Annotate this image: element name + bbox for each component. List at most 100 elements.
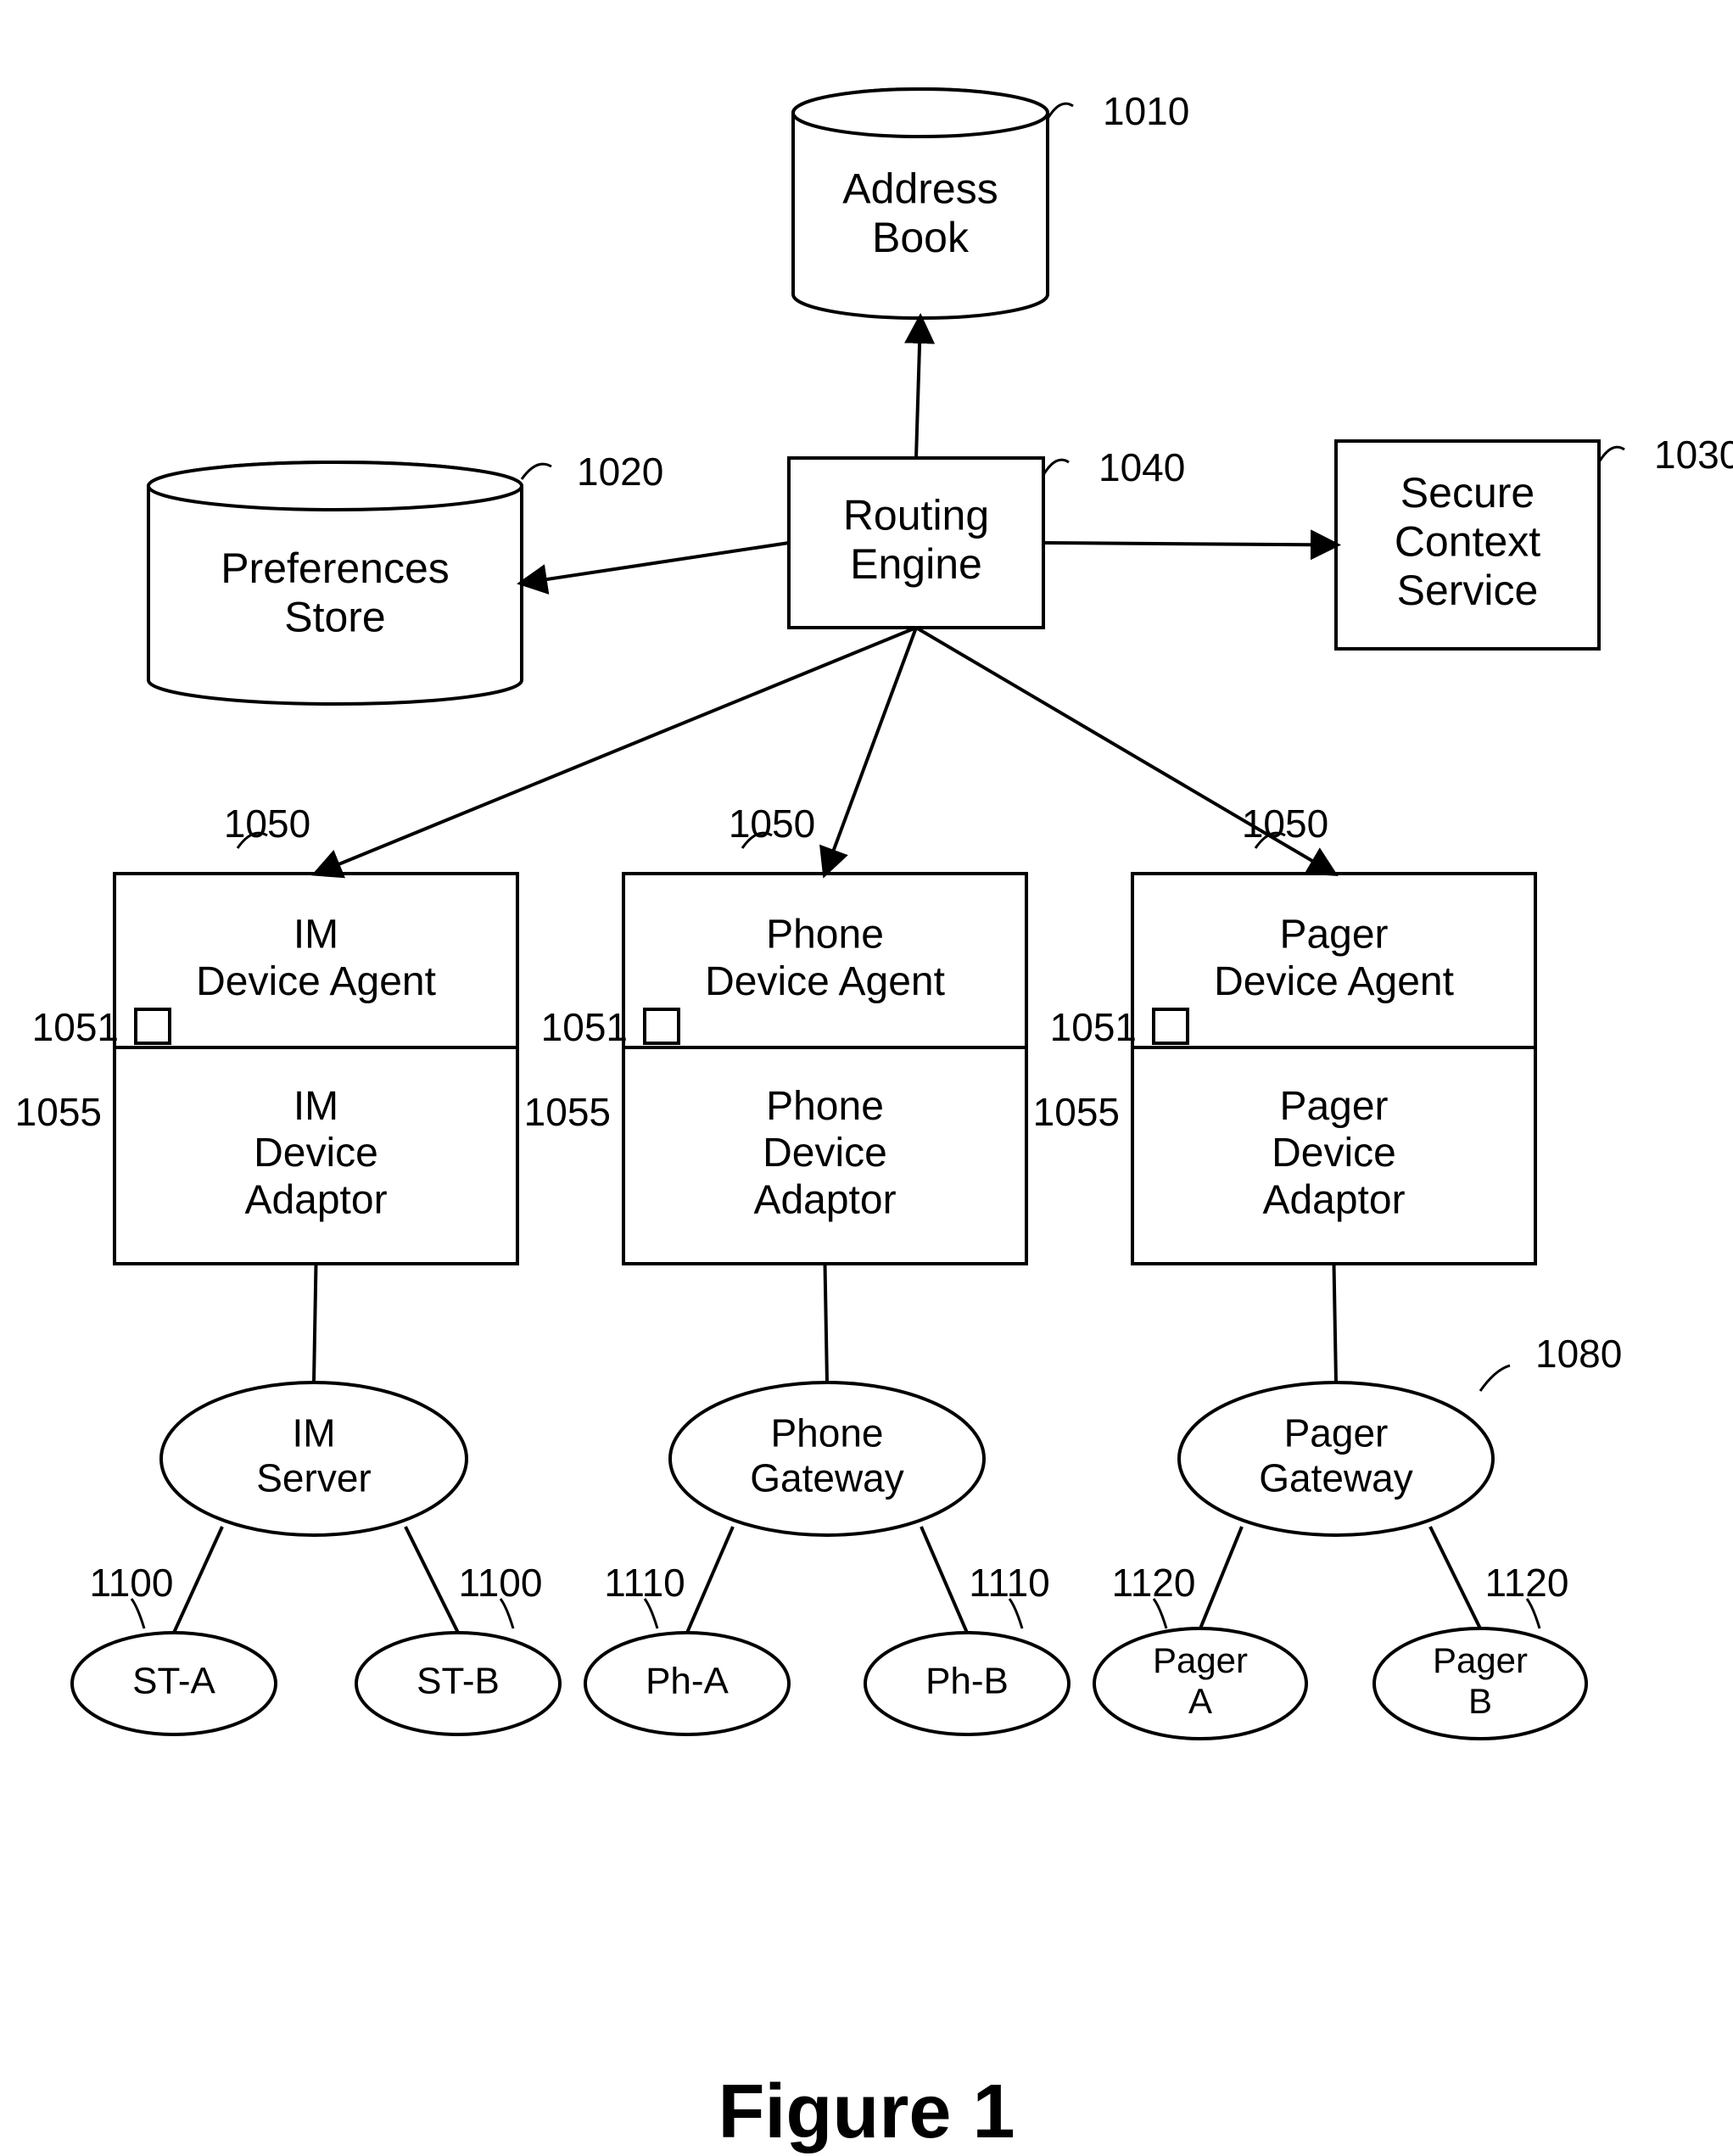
ellipse-node: PagerA [1094, 1628, 1306, 1739]
ref-label: 1050 [729, 802, 815, 846]
ellipse-node: ST-B [356, 1633, 560, 1734]
svg-text:Server: Server [256, 1456, 371, 1500]
svg-text:IM: IM [293, 913, 338, 958]
svg-text:Book: Book [872, 214, 970, 261]
ref-label: 1055 [1033, 1090, 1120, 1134]
svg-text:Pager: Pager [1153, 1640, 1248, 1680]
svg-text:ST-B: ST-B [416, 1661, 500, 1702]
edge [687, 1527, 733, 1633]
svg-text:ST-A: ST-A [132, 1661, 215, 1702]
svg-text:IM: IM [292, 1411, 335, 1455]
edge [405, 1527, 458, 1633]
edge [921, 1527, 967, 1633]
ref-lead [1599, 447, 1624, 462]
ref-label: 1120 [1112, 1561, 1196, 1605]
ellipse-node: Ph-A [585, 1633, 789, 1734]
diagram-canvas: AddressBook PreferencesStore RoutingEngine… [0, 0, 1733, 2035]
ref-label: 1010 [1103, 89, 1189, 133]
edge [825, 1264, 828, 1382]
svg-text:Pager: Pager [1279, 1084, 1388, 1129]
svg-text:Ph-A: Ph-A [646, 1661, 729, 1702]
ref-lead [1480, 1366, 1510, 1391]
ref-label: 1055 [524, 1090, 611, 1134]
svg-text:Ph-B: Ph-B [925, 1661, 1009, 1702]
ellipse-node: ST-A [72, 1633, 276, 1734]
cylinder-node: PreferencesStore [148, 462, 522, 704]
svg-text:Device: Device [254, 1131, 378, 1176]
svg-text:Gateway: Gateway [1259, 1456, 1413, 1500]
svg-text:A: A [1188, 1681, 1212, 1721]
ellipse-node: PagerGateway [1179, 1382, 1493, 1535]
edge [916, 318, 920, 458]
ref-lead [1048, 103, 1073, 119]
ellipse-node: Ph-B [865, 1633, 1069, 1734]
svg-text:Phone: Phone [770, 1411, 883, 1455]
edge [1043, 543, 1336, 545]
edge [174, 1527, 222, 1633]
svg-text:Engine: Engine [850, 540, 982, 588]
ref-label: 1080 [1535, 1332, 1622, 1376]
svg-text:Device: Device [763, 1131, 887, 1176]
svg-text:Phone: Phone [766, 1084, 884, 1129]
edge [522, 543, 789, 584]
ref-lead [522, 464, 551, 479]
ref-label: 1050 [1242, 802, 1328, 846]
svg-text:Store: Store [284, 593, 386, 640]
ref-label: 1051 [541, 1005, 628, 1049]
svg-text:Secure: Secure [1400, 469, 1535, 517]
svg-text:IM: IM [293, 1084, 338, 1129]
svg-text:B: B [1468, 1681, 1492, 1721]
ref-label: 1100 [90, 1561, 174, 1605]
svg-text:Adaptor: Adaptor [1262, 1177, 1405, 1222]
ellipse-node: PagerB [1374, 1628, 1586, 1739]
svg-text:Device Agent: Device Agent [705, 959, 945, 1004]
cylinder-node: AddressBook [793, 89, 1048, 318]
figure-title: Figure 1 [0, 2069, 1733, 2156]
rect-node: SecureContextService [1336, 441, 1599, 649]
ref-label: 1120 [1485, 1561, 1569, 1605]
rect-node: RoutingEngine [789, 458, 1043, 628]
svg-text:Preferences: Preferences [221, 545, 450, 592]
svg-text:Adaptor: Adaptor [753, 1177, 896, 1222]
svg-text:Service: Service [1397, 567, 1539, 614]
ref-lead [1043, 460, 1069, 475]
ref-label: 1040 [1098, 445, 1185, 489]
ref-label: 1110 [604, 1561, 685, 1605]
ref-label: 1051 [1050, 1005, 1137, 1049]
svg-text:Pager: Pager [1433, 1640, 1528, 1680]
svg-text:Pager: Pager [1284, 1411, 1389, 1455]
edge [1200, 1527, 1242, 1628]
ref-label: 1100 [459, 1561, 543, 1605]
edge [314, 1264, 316, 1382]
small-square [645, 1009, 679, 1043]
rect-node: PagerDeviceAdaptor [1132, 1047, 1535, 1264]
svg-text:Routing: Routing [843, 491, 989, 539]
edge [1430, 1527, 1480, 1628]
rect-node: PhoneDevice Agent [623, 874, 1026, 1047]
rect-node: PhoneDeviceAdaptor [623, 1047, 1026, 1264]
ref-label: 1050 [224, 802, 310, 846]
ref-label: 1030 [1654, 433, 1733, 477]
svg-text:Address: Address [842, 165, 998, 212]
ellipse-node: PhoneGateway [670, 1382, 984, 1535]
rect-node: IMDeviceAdaptor [115, 1047, 517, 1264]
ref-label: 1051 [32, 1005, 119, 1049]
rect-node: PagerDevice Agent [1132, 874, 1535, 1047]
svg-text:Gateway: Gateway [750, 1456, 904, 1500]
svg-text:Phone: Phone [766, 913, 884, 958]
svg-text:Device Agent: Device Agent [196, 959, 436, 1004]
ref-label: 1020 [577, 450, 663, 494]
small-square [1154, 1009, 1188, 1043]
svg-text:Context: Context [1395, 518, 1540, 566]
ellipse-node: IMServer [161, 1382, 467, 1535]
svg-text:Device Agent: Device Agent [1214, 959, 1454, 1004]
svg-text:Device: Device [1272, 1131, 1396, 1176]
rect-node: IMDevice Agent [115, 874, 517, 1047]
svg-text:Pager: Pager [1279, 913, 1388, 958]
edge [1334, 1264, 1337, 1382]
ref-label: 1110 [969, 1561, 1050, 1605]
small-square [136, 1009, 170, 1043]
svg-text:Adaptor: Adaptor [244, 1177, 387, 1222]
edge [825, 628, 917, 874]
ref-label: 1055 [15, 1090, 102, 1134]
